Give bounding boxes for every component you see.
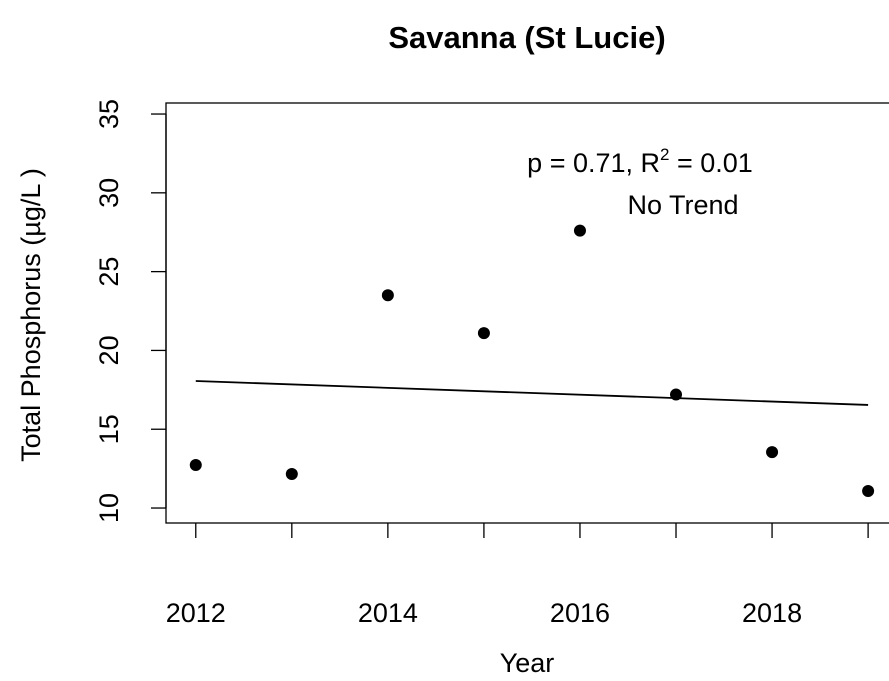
x-axis-label: Year xyxy=(500,648,555,678)
data-point xyxy=(285,467,298,480)
x-tick-label: 2016 xyxy=(550,598,610,628)
annotation-text: p = 0.71, R xyxy=(527,148,660,178)
annotation: No Trend xyxy=(627,190,738,220)
chart-title: Savanna (St Lucie) xyxy=(388,20,665,55)
data-point xyxy=(670,388,683,401)
data-point xyxy=(766,446,779,459)
y-tick-label: 25 xyxy=(94,257,124,287)
annotation-text: = 0.01 xyxy=(669,148,752,178)
data-point xyxy=(381,289,394,302)
y-tick-label: 30 xyxy=(94,178,124,208)
y-tick-label: 10 xyxy=(94,493,124,523)
y-tick-label: 20 xyxy=(94,335,124,365)
x-tick-label: 2018 xyxy=(742,598,802,628)
y-axis-label: Total Phosphorus (µg/L ) xyxy=(16,168,46,462)
data-point xyxy=(573,224,586,237)
data-point xyxy=(189,459,202,472)
data-point xyxy=(862,485,875,498)
trend-line xyxy=(195,380,869,406)
annotation: p = 0.71, R2 = 0.01 xyxy=(527,145,753,178)
data-point xyxy=(477,327,490,340)
annotation-superscript: 2 xyxy=(660,145,669,164)
x-tick-label: 2012 xyxy=(166,598,226,628)
y-tick-label: 35 xyxy=(94,99,124,129)
y-tick-label: 15 xyxy=(94,414,124,444)
x-tick-label: 2014 xyxy=(358,598,418,628)
